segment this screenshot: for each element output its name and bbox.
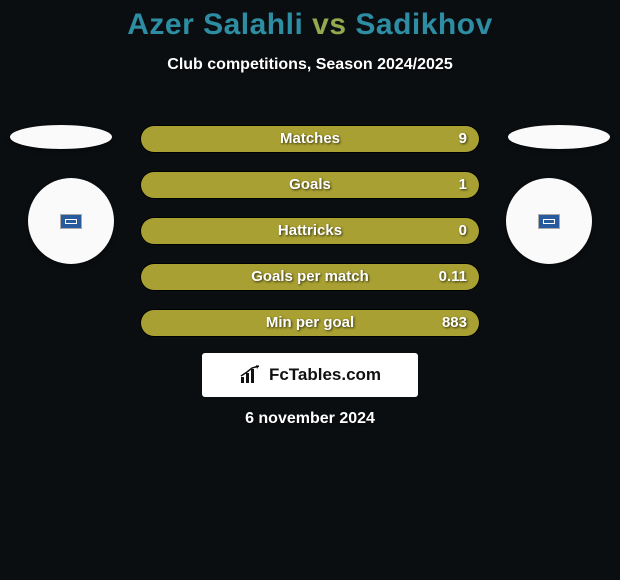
stat-label: Matches bbox=[141, 126, 479, 152]
stat-value-right: 883 bbox=[442, 310, 467, 336]
player1-avatar bbox=[28, 178, 114, 264]
stat-row: Matches 9 bbox=[140, 125, 480, 153]
brand-text: FcTables.com bbox=[269, 365, 381, 385]
player2-avatar bbox=[506, 178, 592, 264]
stat-value-right: 0 bbox=[459, 218, 467, 244]
stat-label: Hattricks bbox=[141, 218, 479, 244]
player1-flag-icon bbox=[60, 214, 82, 229]
stat-value-right: 1 bbox=[459, 172, 467, 198]
stat-label: Goals per match bbox=[141, 264, 479, 290]
stat-value-right: 0.11 bbox=[439, 264, 467, 290]
title-player2: Sadikhov bbox=[355, 8, 492, 41]
stat-row: Goals 1 bbox=[140, 171, 480, 199]
player1-top-ellipse bbox=[10, 125, 112, 149]
title-vs: vs bbox=[312, 8, 346, 41]
date-text: 6 november 2024 bbox=[0, 410, 620, 428]
stat-label: Goals bbox=[141, 172, 479, 198]
brand-chart-icon bbox=[239, 365, 263, 385]
stat-row: Hattricks 0 bbox=[140, 217, 480, 245]
stat-row: Goals per match 0.11 bbox=[140, 263, 480, 291]
title-player1: Azer Salahli bbox=[127, 8, 303, 41]
subtitle: Club competitions, Season 2024/2025 bbox=[0, 56, 620, 74]
stats-table: Matches 9 Goals 1 Hattricks 0 Goals per … bbox=[140, 125, 480, 355]
brand-box: FcTables.com bbox=[202, 353, 418, 397]
stat-label: Min per goal bbox=[141, 310, 479, 336]
stat-value-right: 9 bbox=[459, 126, 467, 152]
stat-row: Min per goal 883 bbox=[140, 309, 480, 337]
player2-top-ellipse bbox=[508, 125, 610, 149]
page-title: Azer Salahli vs Sadikhov bbox=[0, 0, 620, 42]
player2-flag-icon bbox=[538, 214, 560, 229]
